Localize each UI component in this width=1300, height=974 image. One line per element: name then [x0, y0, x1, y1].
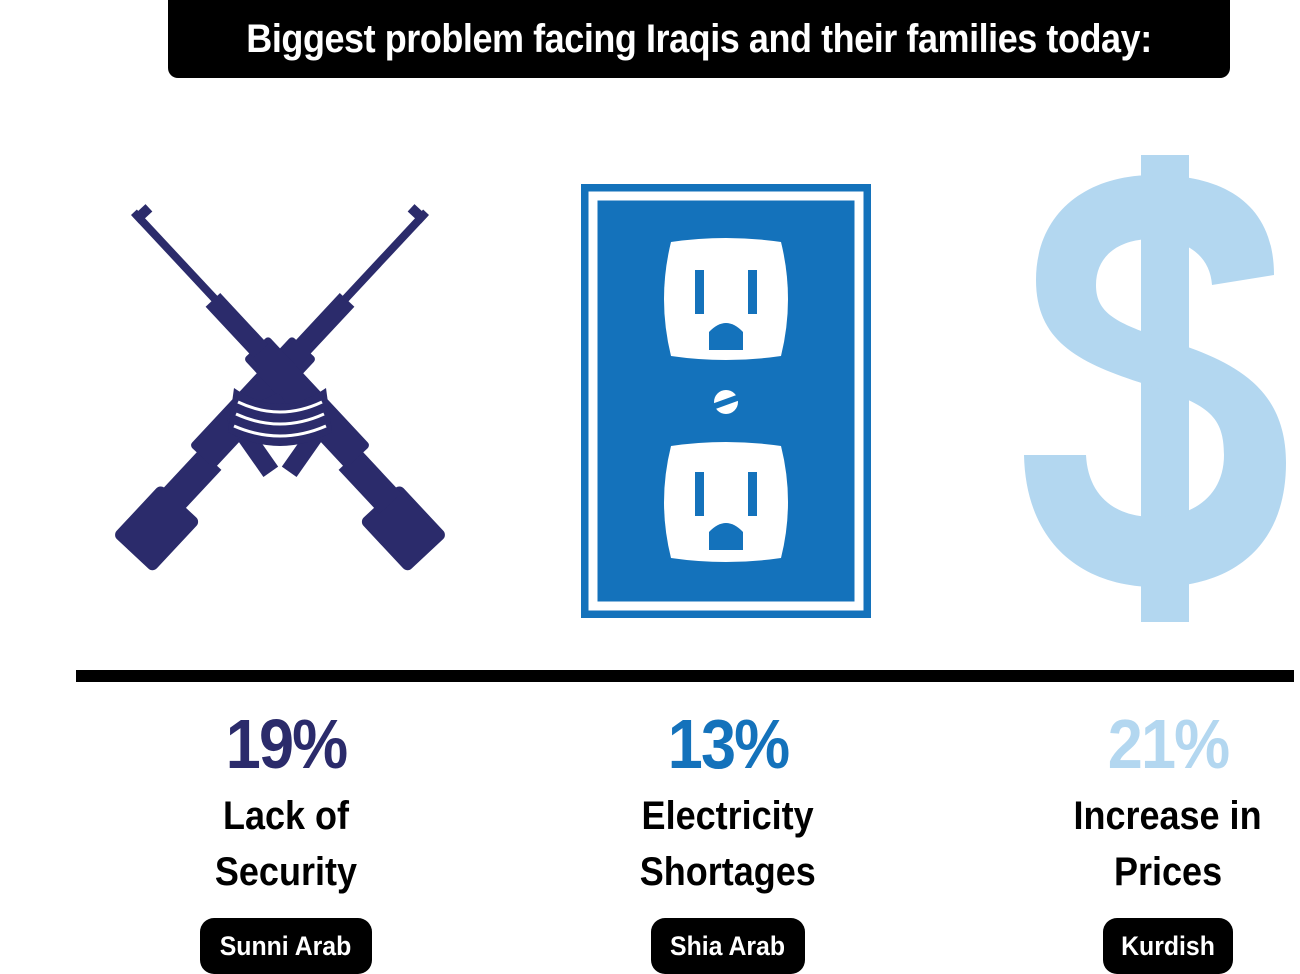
divider-line: [76, 670, 1294, 682]
percent-value: 19%: [225, 705, 348, 783]
dollar-sign-icon: [1024, 155, 1286, 622]
problem-label-line1: Electricity: [641, 794, 815, 838]
title-banner: Biggest problem facing Iraqis and their …: [168, 0, 1230, 78]
problem-label-line1: Lack of: [222, 794, 350, 838]
group-badge-label: Kurdish: [1121, 930, 1215, 961]
problem-label-line2: Prices: [1113, 850, 1223, 894]
electrical-outlet-icon: [581, 184, 871, 618]
group-badge: Shia Arab: [651, 918, 805, 974]
group-badge-label: Shia Arab: [670, 930, 786, 961]
percent-value: 13%: [667, 705, 790, 783]
group-badge-label: Sunni Arab: [220, 930, 352, 961]
problem-label-line1: Increase in: [1073, 794, 1263, 838]
result-column-electricity: 13% Electricity Shortages Shia Arab: [538, 700, 918, 974]
group-badge: Kurdish: [1102, 918, 1233, 974]
group-badge: Sunni Arab: [200, 918, 372, 974]
page-title: Biggest problem facing Iraqis and their …: [246, 16, 1152, 61]
crossed-rifles-icon: [115, 204, 445, 571]
problem-label-line2: Shortages: [639, 850, 817, 894]
result-column-security: 19% Lack of Security Sunni Arab: [96, 700, 476, 974]
problem-label-line2: Security: [214, 850, 358, 894]
percent-value: 21%: [1107, 705, 1230, 783]
result-column-prices: 21% Increase in Prices Kurdish: [978, 700, 1300, 974]
